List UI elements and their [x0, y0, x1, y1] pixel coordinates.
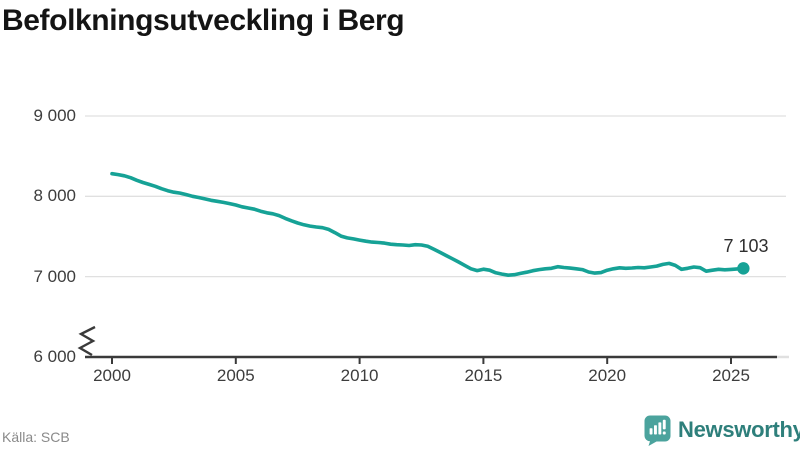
x-axis-tick-label: 2010 — [340, 366, 379, 385]
latest-value-dot — [737, 262, 750, 275]
x-axis-tick-label: 2020 — [588, 366, 627, 385]
x-axis-tick-label: 2000 — [93, 366, 131, 385]
y-axis-tick-label: 7 000 — [33, 266, 76, 286]
y-axis-tick-label: 6 000 — [33, 346, 76, 366]
newsworthy-logo[interactable]: Newsworthy — [644, 415, 800, 446]
y-axis-tick-label: 8 000 — [33, 186, 76, 206]
y-axis-tick-label: 9 000 — [33, 106, 76, 125]
logo-bars — [649, 419, 666, 434]
x-axis-tick-label: 2005 — [216, 366, 255, 385]
x-axis-tick-label: 2015 — [464, 366, 503, 385]
newsworthy-logo-text: Newsworthy — [678, 417, 800, 442]
x-axis-tick-label: 2025 — [712, 366, 750, 385]
axis-break-icon — [77, 325, 96, 357]
source-note: Källa: SCB — [2, 429, 70, 445]
chart-title: Befolkningsutveckling i Berg — [2, 4, 405, 37]
newsworthy-logo-icon — [644, 415, 671, 446]
latest-value-label: 7 103 — [723, 236, 769, 256]
population-line — [110, 171, 746, 277]
